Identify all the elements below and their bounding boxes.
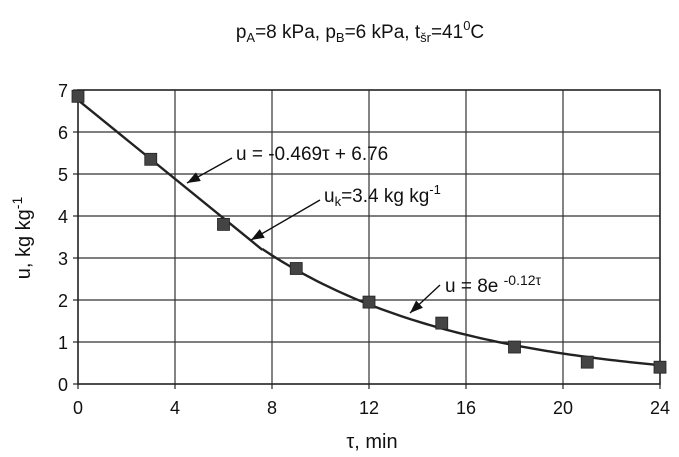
x-tick-label: 0 [73, 398, 83, 418]
linear-fit-arrow-head [187, 172, 201, 183]
chart-title: pA=8 kPa, pB=6 kPa, tšr=410C [236, 18, 484, 45]
critical-point-arrow-head [251, 229, 265, 240]
y-tick-label: 1 [58, 333, 68, 353]
x-tick-label: 4 [170, 398, 180, 418]
exponential-fit-curve [261, 248, 661, 367]
x-tick-label: 20 [553, 398, 573, 418]
y-tick-label: 7 [58, 81, 68, 101]
y-tick-label: 3 [58, 249, 68, 269]
critical-point-arrow [250, 199, 321, 241]
data-point-marker [435, 316, 449, 330]
y-tick-label: 0 [58, 375, 68, 395]
y-tick-label: 4 [58, 207, 68, 227]
data-point-marker [71, 89, 85, 103]
x-tick-label: 12 [359, 398, 379, 418]
annotations: u = -0.469τ + 6.76 uk=3.4 kg kg-1 u = 8e -… [186, 144, 542, 314]
x-tick-label: 8 [267, 398, 277, 418]
data-point-marker [144, 152, 158, 166]
exp-fit-label: u = 8e -0.12τ [445, 272, 542, 297]
grid [73, 89, 661, 389]
y-tick-label: 2 [58, 291, 68, 311]
x-axis-label: τ, min [346, 431, 397, 453]
data-point-marker [362, 295, 376, 309]
data-points [71, 89, 667, 374]
linear-fit-label: u = -0.469τ + 6.76 [236, 144, 388, 165]
critical-moisture-label: uk=3.4 kg kg-1 [324, 182, 441, 209]
fit-curves [77, 99, 661, 367]
x-tick-label: 24 [650, 398, 670, 418]
y-axis-label: u, kg kg-1 [9, 197, 35, 280]
plot-frame [77, 89, 661, 385]
y-tick-label: 6 [58, 123, 68, 143]
data-point-marker [653, 360, 667, 374]
data-point-marker [508, 340, 521, 354]
data-point-marker [580, 355, 594, 369]
data-point-marker [217, 217, 230, 231]
x-tick-label: 16 [456, 398, 476, 418]
linear-fit-line [77, 99, 264, 251]
data-point-marker [289, 262, 303, 275]
y-tick-label: 5 [58, 165, 68, 185]
exp-fit-arrow-head [410, 300, 423, 313]
